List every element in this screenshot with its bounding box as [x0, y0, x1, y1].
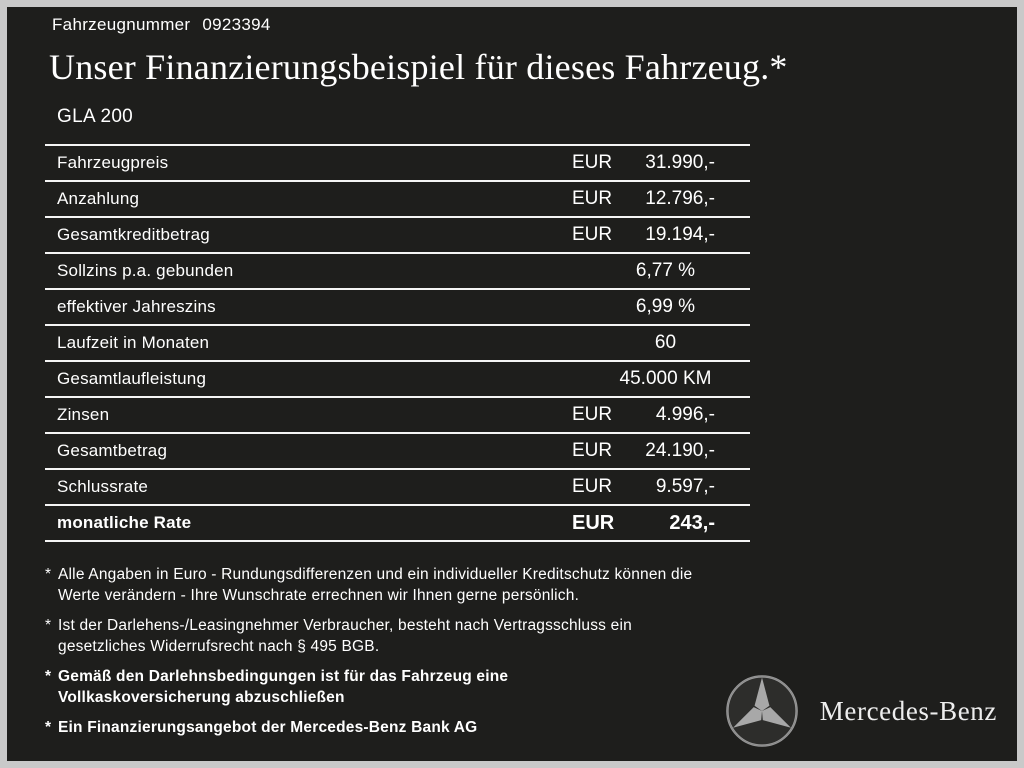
row-label: Gesamtlaufleistung	[57, 369, 207, 389]
footnotes: * Alle Angaben in Euro - Rundungsdiffere…	[45, 564, 745, 738]
vehicle-number: Fahrzeugnummer 0923394	[52, 13, 1017, 37]
footnote-vollkasko: * Gemäß den Darlehnsbedingungen ist für …	[45, 666, 745, 708]
footnote-text: Ist der Darlehens-/Leasingnehmer Verbrau…	[58, 617, 632, 656]
mercedes-benz-brand: Mercedes-Benz	[724, 673, 997, 749]
amount: 31.990,-	[645, 152, 715, 174]
footnote-text: Gemäß den Darlehnsbedingungen ist für da…	[58, 668, 509, 707]
row-value: EUR 31.990,-	[572, 152, 715, 174]
vehicle-model: GLA 200	[57, 106, 134, 128]
table-row-fahrzeugpreis: Fahrzeugpreis EUR 31.990,-	[45, 144, 750, 180]
row-label: monatliche Rate	[57, 513, 192, 533]
currency: EUR	[572, 224, 613, 246]
amount: 9.597,-	[655, 476, 715, 498]
table-row-laufzeit: Laufzeit in Monaten 60	[45, 324, 750, 360]
table-row-sollzins: Sollzins p.a. gebunden 6,77 %	[45, 252, 750, 288]
row-label: Schlussrate	[57, 477, 149, 497]
row-value: 6,77 %	[594, 260, 737, 282]
table-row-effektiver-jahreszins: effektiver Jahreszins 6,99 %	[45, 288, 750, 324]
row-value: EUR 243,-	[572, 512, 715, 535]
amount: 45.000 KM	[619, 368, 712, 390]
amount: 24.190,-	[645, 440, 715, 462]
asterisk-marker: *	[45, 668, 52, 686]
currency: EUR	[572, 511, 615, 534]
row-label: Laufzeit in Monaten	[57, 333, 210, 353]
currency: EUR	[572, 188, 613, 210]
footnote-widerrufsrecht: * Ist der Darlehens-/Leasingnehmer Verbr…	[45, 615, 745, 657]
amount: 6,77 %	[635, 260, 696, 282]
row-label: Gesamtkreditbetrag	[57, 225, 210, 245]
currency: EUR	[572, 404, 613, 426]
row-value: EUR 12.796,-	[572, 188, 715, 210]
table-row-gesamtbetrag: Gesamtbetrag EUR 24.190,-	[45, 432, 750, 468]
row-label: Anzahlung	[57, 189, 140, 209]
table-row-gesamtlaufleistung: Gesamtlaufleistung 45.000 KM	[45, 360, 750, 396]
amount: 12.796,-	[645, 188, 715, 210]
financing-table: Fahrzeugpreis EUR 31.990,- Anzahlung EUR 1…	[45, 144, 750, 543]
table-row-anzahlung: Anzahlung EUR 12.796,-	[45, 180, 750, 216]
footnote-bank: * Ein Finanzierungsangebot der Mercedes-…	[45, 717, 745, 738]
row-label: Gesamtbetrag	[57, 441, 168, 461]
row-value: EUR 9.597,-	[572, 476, 715, 498]
row-label: Sollzins p.a. gebunden	[57, 261, 234, 281]
row-value: EUR 4.996,-	[572, 404, 715, 426]
row-value: EUR 19.194,-	[572, 224, 715, 246]
row-label: Zinsen	[57, 405, 110, 425]
row-value: EUR 24.190,-	[572, 440, 715, 462]
row-label: Fahrzeugpreis	[57, 153, 169, 173]
row-label: effektiver Jahreszins	[57, 297, 216, 317]
page-title: Unser Finanzierungsbeispiel für dieses F…	[49, 47, 788, 87]
asterisk-marker: *	[45, 566, 52, 584]
table-row-zinsen: Zinsen EUR 4.996,-	[45, 396, 750, 432]
currency: EUR	[572, 440, 613, 462]
amount: 243,-	[669, 511, 715, 534]
brand-wordmark: Mercedes-Benz	[819, 695, 997, 726]
mercedes-star-icon	[724, 673, 800, 749]
currency: EUR	[572, 476, 613, 498]
footnote-text: Alle Angaben in Euro - Rundungsdifferenz…	[58, 566, 693, 605]
vehicle-number-label: Fahrzeugnummer	[52, 15, 191, 34]
footnote-rounding: * Alle Angaben in Euro - Rundungsdiffere…	[45, 564, 745, 606]
table-row-monatliche-rate: monatliche Rate EUR 243,-	[45, 504, 750, 540]
table-row-gesamtkreditbetrag: Gesamtkreditbetrag EUR 19.194,-	[45, 216, 750, 252]
amount: 4.996,-	[655, 404, 715, 426]
amount: 19.194,-	[645, 224, 715, 246]
amount: 60	[654, 332, 677, 354]
asterisk-marker: *	[45, 719, 52, 737]
asterisk-marker: *	[45, 617, 52, 635]
vehicle-number-value: 0923394	[202, 15, 271, 34]
amount: 6,99 %	[635, 296, 696, 318]
currency: EUR	[572, 152, 613, 174]
content-area: Fahrzeugnummer 0923394 Unser Finanzierung…	[7, 7, 1017, 738]
table-row-schlussrate: Schlussrate EUR 9.597,-	[45, 468, 750, 504]
row-value: 60	[594, 332, 737, 354]
row-value: 45.000 KM	[594, 368, 737, 390]
row-value: 6,99 %	[594, 296, 737, 318]
footnote-text: Ein Finanzierungsangebot der Mercedes-Be…	[58, 719, 478, 737]
